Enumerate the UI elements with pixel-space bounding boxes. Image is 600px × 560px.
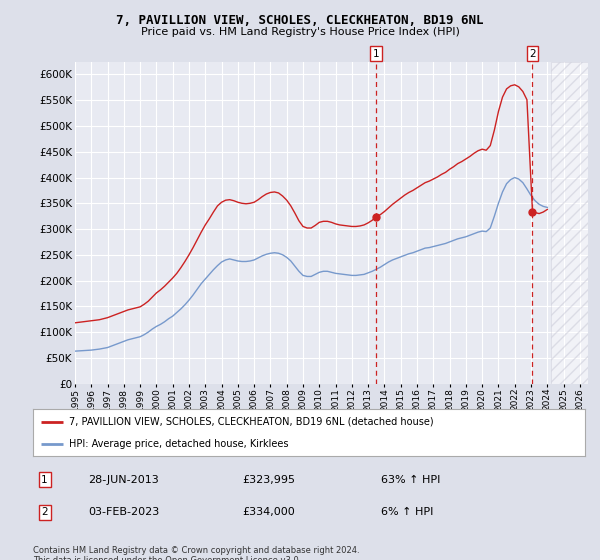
Text: £334,000: £334,000 xyxy=(243,507,296,517)
Text: 1: 1 xyxy=(373,49,379,59)
Text: Price paid vs. HM Land Registry's House Price Index (HPI): Price paid vs. HM Land Registry's House … xyxy=(140,27,460,37)
Text: £323,995: £323,995 xyxy=(243,475,296,485)
Text: HPI: Average price, detached house, Kirklees: HPI: Average price, detached house, Kirk… xyxy=(69,438,289,449)
Text: 1: 1 xyxy=(41,475,48,485)
Text: 2: 2 xyxy=(41,507,48,517)
Text: 28-JUN-2013: 28-JUN-2013 xyxy=(88,475,159,485)
Text: 6% ↑ HPI: 6% ↑ HPI xyxy=(381,507,433,517)
Bar xyxy=(551,62,588,384)
Text: 2: 2 xyxy=(529,49,536,59)
Text: 03-FEB-2023: 03-FEB-2023 xyxy=(88,507,160,517)
Text: 7, PAVILLION VIEW, SCHOLES, CLECKHEATON, BD19 6NL (detached house): 7, PAVILLION VIEW, SCHOLES, CLECKHEATON,… xyxy=(69,417,434,427)
Text: 63% ↑ HPI: 63% ↑ HPI xyxy=(381,475,440,485)
Text: Contains HM Land Registry data © Crown copyright and database right 2024.
This d: Contains HM Land Registry data © Crown c… xyxy=(33,546,359,560)
Text: 7, PAVILLION VIEW, SCHOLES, CLECKHEATON, BD19 6NL: 7, PAVILLION VIEW, SCHOLES, CLECKHEATON,… xyxy=(116,14,484,27)
